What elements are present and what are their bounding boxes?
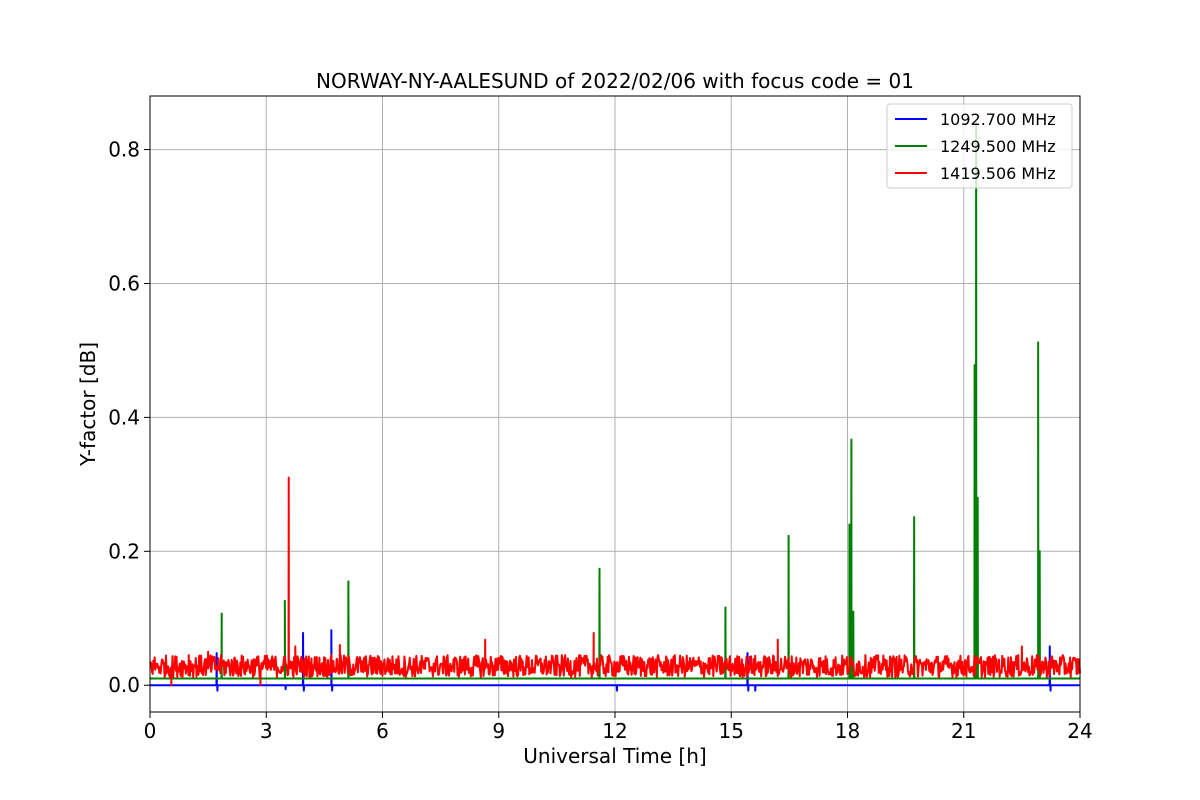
x-tick-label: 24	[1067, 719, 1092, 743]
y-tick-label: 0.6	[108, 271, 140, 295]
chart-title: NORWAY-NY-AALESUND of 2022/02/06 with fo…	[316, 69, 914, 93]
y-tick-label: 0.8	[108, 138, 140, 162]
legend-entry: 1092.700 MHz	[940, 110, 1056, 129]
x-tick-label: 0	[144, 719, 157, 743]
series-line-1	[149, 121, 1081, 680]
series-line-2	[149, 476, 1081, 687]
ticks: 0 3 6 9 12 15 18 21 24 0.0 0.2 0.4 0.6 0.8	[108, 138, 1093, 743]
series-line-0	[149, 629, 1081, 692]
y-tick-label: 0.4	[108, 405, 140, 429]
x-axis-label: Universal Time [h]	[523, 744, 706, 768]
legend: 1092.700 MHz 1249.500 MHz 1419.506 MHz	[886, 103, 1073, 189]
y-tick-label: 0.0	[108, 673, 140, 697]
x-tick-label: 3	[260, 719, 273, 743]
legend-entry: 1249.500 MHz	[940, 137, 1056, 156]
x-tick-label: 21	[951, 719, 976, 743]
series-layer	[149, 121, 1081, 692]
legend-box	[886, 103, 1073, 189]
x-tick-label: 9	[492, 719, 505, 743]
x-tick-label: 6	[376, 719, 389, 743]
y-axis-label: Y-factor [dB]	[76, 342, 100, 467]
y-tick-label: 0.2	[108, 539, 140, 563]
x-tick-label: 15	[719, 719, 744, 743]
legend-entry: 1419.506 MHz	[940, 164, 1056, 183]
x-tick-label: 18	[835, 719, 860, 743]
x-tick-label: 12	[602, 719, 627, 743]
